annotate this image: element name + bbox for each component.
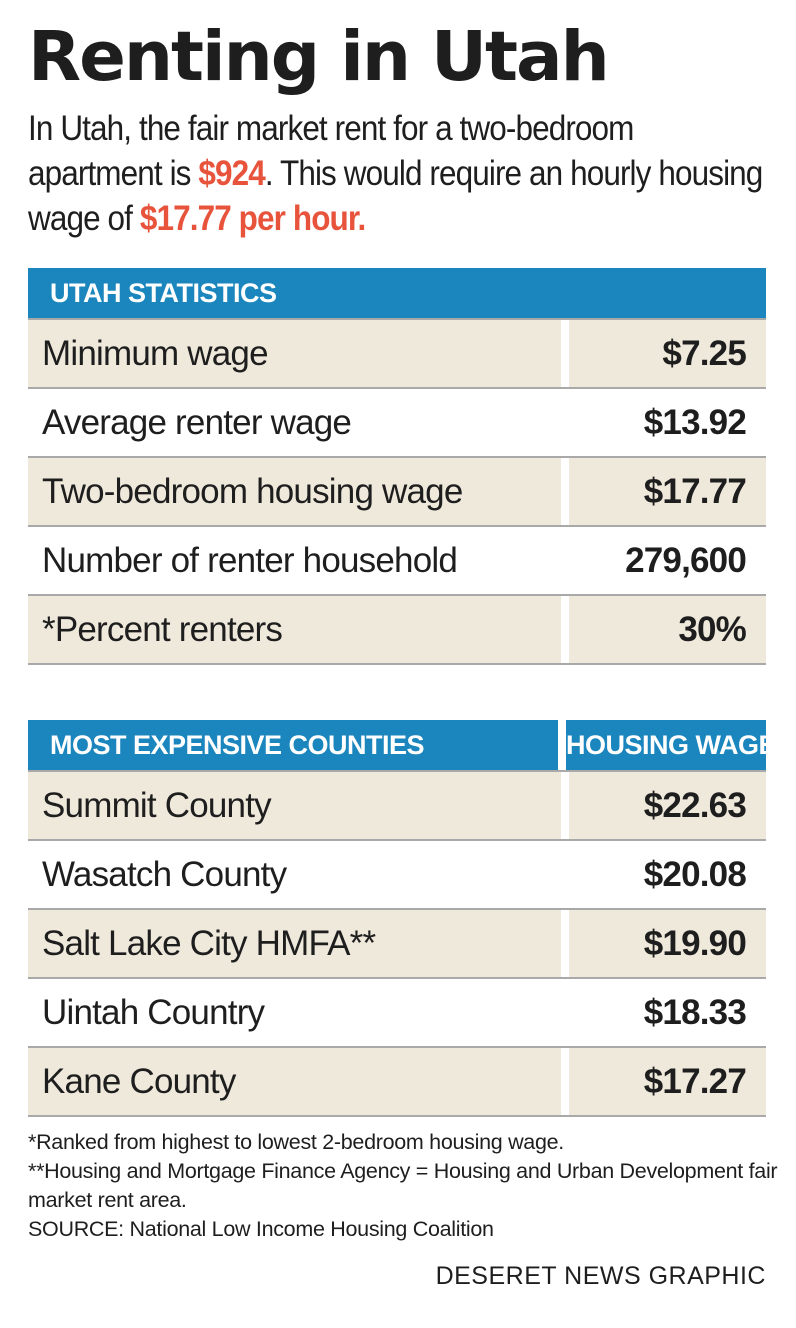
table-row: *Percent renters 30%: [28, 594, 766, 665]
table-header-row: UTAH STATISTICS: [28, 268, 766, 318]
row-value: $17.77: [568, 458, 766, 525]
row-value: $17.27: [568, 1048, 766, 1115]
table-row: Wasatch County $20.08: [28, 839, 766, 908]
row-label: Kane County: [28, 1048, 569, 1115]
row-value: 279,600: [625, 541, 747, 580]
table-row: Uintah Country $18.33: [28, 977, 766, 1046]
expensive-counties-table: MOST EXPENSIVE COUNTIES HOUSING WAGE Sum…: [28, 720, 777, 1117]
row-label: Wasatch County: [28, 841, 569, 908]
row-value: $20.08: [643, 855, 747, 894]
intro-wage-highlight: $17.77 per hour.: [139, 199, 366, 238]
table-row: Salt Lake City HMFA** $19.90: [28, 908, 766, 977]
row-label: Average renter wage: [28, 389, 569, 456]
table-row: Two-bedroom housing wage $17.77: [28, 456, 766, 525]
intro-rent-highlight: $924: [198, 154, 265, 193]
row-value: $7.25: [568, 320, 766, 387]
source-note: SOURCE: National Low Income Housing Coal…: [28, 1217, 494, 1241]
table-row: Summit County $22.63: [28, 770, 766, 839]
footnotes: *Ranked from highest to lowest 2-bedroom…: [28, 1128, 788, 1244]
row-label: Summit County: [28, 772, 569, 839]
page-title: Renting in Utah: [28, 17, 610, 97]
counties-header: MOST EXPENSIVE COUNTIES: [28, 720, 558, 770]
footnote-hmfa: **Housing and Mortgage Finance Agency = …: [28, 1159, 778, 1212]
row-label: Salt Lake City HMFA**: [28, 910, 569, 977]
graphic-credit: DESERET NEWS GRAPHIC: [435, 1262, 766, 1290]
row-value: $19.90: [568, 910, 766, 977]
row-value: 30%: [568, 596, 766, 663]
row-label: Number of renter household: [28, 527, 569, 594]
row-label: *Percent renters: [28, 596, 569, 663]
table-header-row: MOST EXPENSIVE COUNTIES HOUSING WAGE: [28, 720, 777, 770]
row-value: $13.92: [643, 403, 747, 442]
utah-statistics-table: UTAH STATISTICS Minimum wage $7.25 Avera…: [28, 268, 766, 665]
intro-part1: In Utah, the fair market rent for a two-…: [28, 109, 634, 193]
table-row: Minimum wage $7.25: [28, 318, 766, 387]
table-row: Kane County $17.27: [28, 1046, 766, 1117]
utah-statistics-header: UTAH STATISTICS: [28, 268, 766, 318]
table-row: Number of renter household 279,600: [28, 525, 766, 594]
row-label: Minimum wage: [28, 320, 569, 387]
intro-part2: . This would require an hourly housing w…: [28, 154, 763, 238]
intro-text: In Utah, the fair market rent for a two-…: [28, 106, 775, 241]
row-label: Uintah Country: [28, 979, 569, 1046]
housing-wage-header: HOUSING WAGE: [566, 720, 777, 770]
row-value: $18.33: [643, 993, 747, 1032]
row-label: Two-bedroom housing wage: [28, 458, 569, 525]
table-row: Average renter wage $13.92: [28, 387, 766, 456]
footnote-ranked: *Ranked from highest to lowest 2-bedroom…: [28, 1130, 564, 1154]
row-value: $22.63: [568, 772, 766, 839]
